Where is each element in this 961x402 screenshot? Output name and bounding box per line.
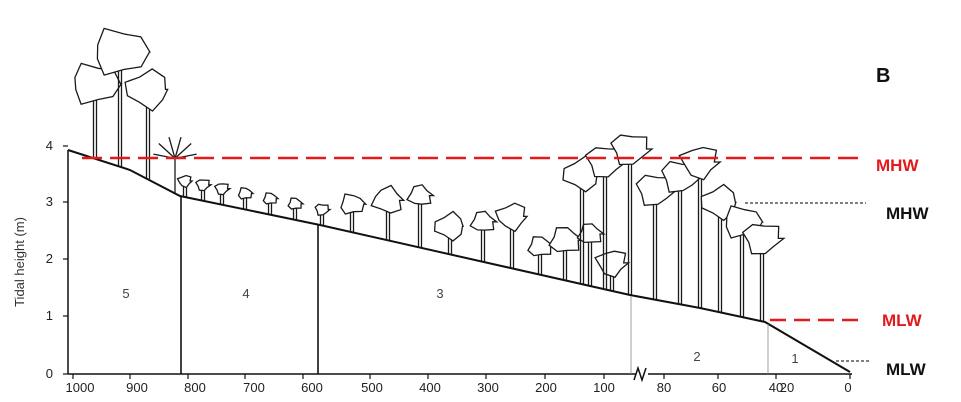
x-tick-label: 60 [712,380,726,395]
zone-label: 4 [242,286,249,301]
shrub-icon [176,174,194,198]
tree-icon [594,250,631,291]
shrub-icon [237,186,255,210]
x-tick-label: 100 [593,380,615,395]
tree-icon [124,68,169,180]
x-tick-label: 800 [184,380,206,395]
shrub-icon [314,203,332,226]
tree-icon [370,184,406,241]
tree-icon [494,202,529,269]
x-tick-label: 500 [361,380,383,395]
x-tick-label: 900 [126,380,148,395]
y-tick-label: 2 [46,251,53,266]
x-tick-label: 400 [419,380,441,395]
mlw-red-label: MLW [882,311,923,330]
panel-label: B [876,65,890,87]
tree-icon [74,62,123,159]
ground-profile [67,149,851,373]
x-tick-label: 80 [657,380,671,395]
y-tick-label: 3 [46,194,53,209]
mhw-black-label: MHW [886,204,929,223]
mlw-black-label: MLW [886,360,927,379]
x-tick-label: 600 [301,380,323,395]
zone-label: 2 [693,349,700,364]
tree-icon [635,174,679,300]
y-axis-label: Tidal height (m) [12,217,27,307]
x-tick-label: 0 [844,380,851,395]
x-tick-label: 1000 [66,380,95,395]
tree-illustrations [74,27,786,322]
tree-icon [340,193,368,233]
shrub-icon [262,192,280,215]
tree-icon [562,155,600,285]
zone-label: 1 [791,351,798,366]
x-tick-label: 300 [477,380,499,395]
tree-icon [700,183,737,313]
x-tick-label: 700 [243,380,265,395]
zone-label: 5 [122,286,129,301]
zone-label: 3 [436,286,443,301]
tree-icon [469,210,499,262]
tree-icon [433,210,464,255]
y-axis-ticks [63,145,68,375]
tree-icon [725,205,764,318]
x-tick-label: 20 [780,380,794,395]
tree-icon [678,146,723,308]
tree-icon [406,184,436,248]
x-tick-label: 40 [769,380,783,395]
tree-icon [576,223,606,286]
tree-icon [661,160,704,305]
y-tick-label: 1 [46,308,53,323]
tree-icon [548,227,585,281]
x-tick-label: 200 [535,380,557,395]
x-axis-ticks [72,374,851,379]
y-tick-label: 0 [46,366,53,381]
shrub-icon [287,197,305,220]
axis-break-icon [633,365,647,383]
y-tick-label: 4 [46,138,53,153]
mhw-red-label: MHW [876,156,919,175]
tree-icon [96,27,151,167]
tree-icon [741,223,786,322]
shrub-icon [194,179,213,201]
shrub-icon [213,183,232,205]
